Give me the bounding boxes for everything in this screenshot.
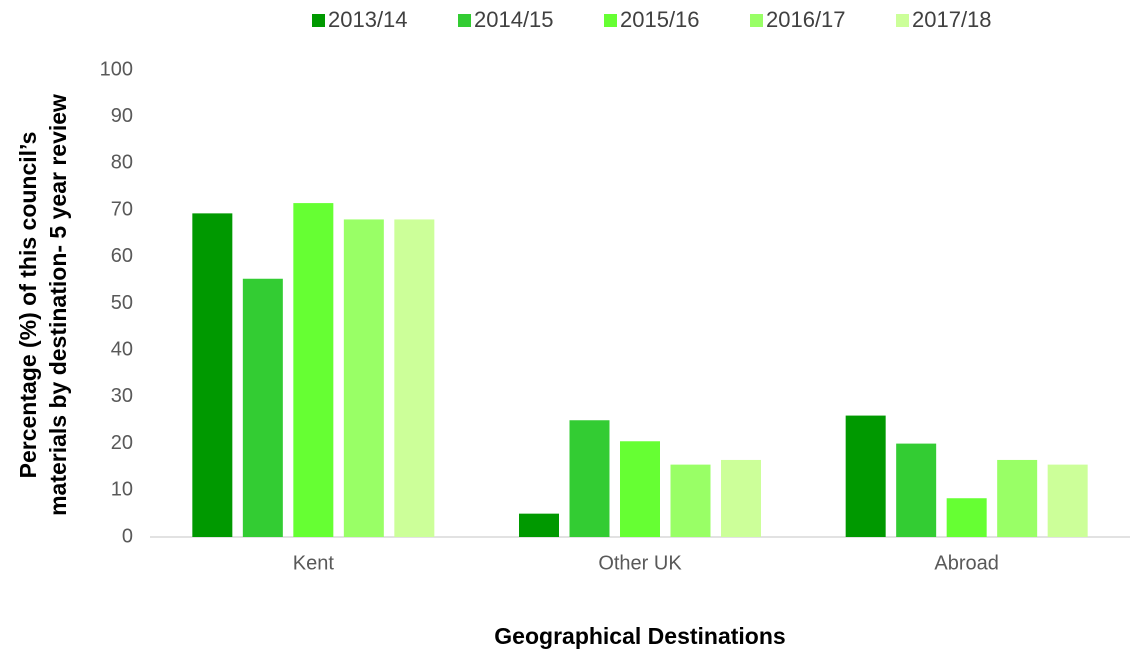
bar bbox=[896, 443, 937, 537]
legend-label: 2017/18 bbox=[912, 7, 992, 32]
bar bbox=[192, 213, 233, 537]
bar bbox=[343, 219, 384, 537]
legend-marker bbox=[604, 14, 617, 27]
bar bbox=[620, 441, 660, 537]
y-tick-label: 60 bbox=[111, 245, 133, 267]
legend-marker bbox=[312, 14, 325, 27]
legend-label: 2014/15 bbox=[474, 7, 554, 32]
legend-marker bbox=[750, 14, 763, 27]
y-axis-title-line: Percentage (%) of this council’s bbox=[15, 132, 41, 479]
legend-label: 2013/14 bbox=[328, 7, 408, 32]
x-tick-label: Abroad bbox=[934, 552, 999, 574]
bar bbox=[569, 420, 610, 537]
y-tick-label: 80 bbox=[111, 152, 133, 174]
bar bbox=[519, 513, 559, 537]
legend-label: 2015/16 bbox=[620, 7, 700, 32]
y-axis-title-line: materials by destination- 5 year review bbox=[45, 94, 71, 516]
y-tick-label: 20 bbox=[111, 432, 133, 454]
y-tick-label: 0 bbox=[122, 525, 133, 547]
bar bbox=[946, 498, 987, 537]
y-tick-label: 10 bbox=[111, 479, 133, 501]
y-tick-label: 70 bbox=[111, 198, 133, 220]
bar bbox=[1047, 464, 1088, 537]
y-tick-label: 90 bbox=[111, 105, 133, 127]
bar bbox=[997, 459, 1038, 537]
x-tick-label: Other UK bbox=[598, 552, 682, 574]
y-tick-label: 50 bbox=[111, 292, 133, 314]
y-tick-label: 30 bbox=[111, 385, 133, 407]
bar bbox=[670, 464, 711, 537]
legend-marker bbox=[896, 14, 909, 27]
bar bbox=[721, 459, 761, 537]
bar bbox=[293, 203, 334, 537]
bar bbox=[242, 278, 283, 537]
y-tick-label: 100 bbox=[100, 58, 133, 80]
x-axis-title: Geographical Destinations bbox=[494, 623, 785, 649]
legend-marker bbox=[458, 14, 471, 27]
bar bbox=[394, 219, 435, 537]
legend-label: 2016/17 bbox=[766, 7, 846, 32]
x-tick-label: Kent bbox=[293, 552, 335, 574]
y-tick-label: 40 bbox=[111, 338, 133, 360]
bar bbox=[845, 415, 886, 537]
y-axis-title: Percentage (%) of this council’s materia… bbox=[15, 94, 71, 516]
